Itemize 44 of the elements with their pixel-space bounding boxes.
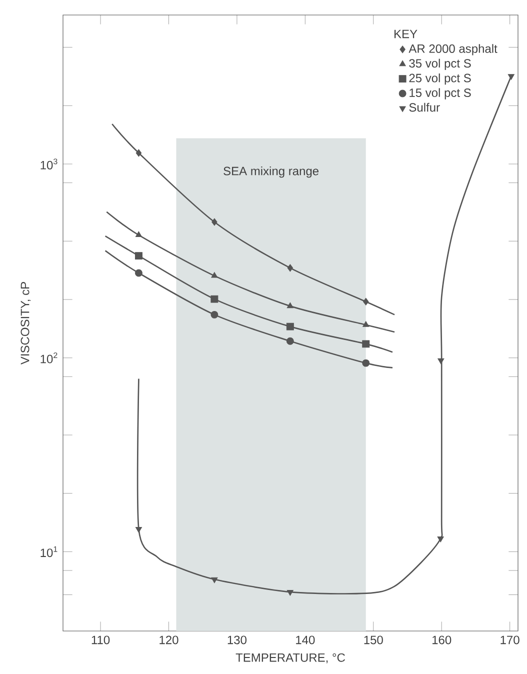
legend-title: KEY: [394, 30, 418, 38]
point: [211, 577, 218, 584]
point: [286, 302, 294, 308]
point: [286, 322, 294, 330]
legend-label: 15 vol pct S: [410, 88, 471, 100]
point: [362, 321, 370, 327]
x-tick-label: 130: [228, 636, 246, 644]
point: [134, 269, 142, 277]
point: [210, 295, 218, 303]
point: [287, 264, 294, 272]
point: [211, 272, 218, 278]
line-series: [104, 235, 394, 353]
point: [362, 340, 370, 348]
point: [136, 149, 142, 157]
point: [286, 337, 294, 345]
point: [212, 218, 218, 226]
line-series: [104, 250, 394, 368]
point: [135, 231, 142, 238]
line-series: [111, 123, 396, 316]
x-tick-label: 160: [432, 636, 452, 644]
legend-label: 35 vol pct S: [409, 58, 471, 70]
point: [438, 358, 444, 364]
point: [210, 310, 218, 318]
x-tick-label: 120: [160, 636, 178, 644]
x-axis-title: TEMPERATURE, °C: [236, 653, 345, 664]
legend-label: 25 vol pct S: [409, 73, 471, 85]
legend-label: AR 2000 asphalt: [408, 44, 498, 56]
y-tick-label: 10$^{2}$: [40, 352, 58, 364]
y-tick-label: 10$^{3}$: [40, 158, 58, 170]
x-tick-label: 170: [500, 636, 520, 644]
point: [134, 252, 142, 260]
point: [437, 536, 444, 542]
band-label: SEA mixing range: [224, 166, 319, 178]
x-tick-label: 150: [364, 636, 383, 644]
legend-label: Sulfur: [409, 102, 440, 112]
point: [286, 590, 294, 596]
x-tick-label: 110: [92, 636, 110, 644]
point: [363, 298, 369, 306]
point: [362, 359, 370, 367]
line-series: [106, 211, 396, 333]
y-axis-title: VISCOSITY, cP: [20, 282, 31, 364]
y-tick-label: 10$^{1}$: [40, 546, 58, 558]
point: [135, 526, 142, 533]
x-tick-label: 140: [296, 636, 315, 644]
